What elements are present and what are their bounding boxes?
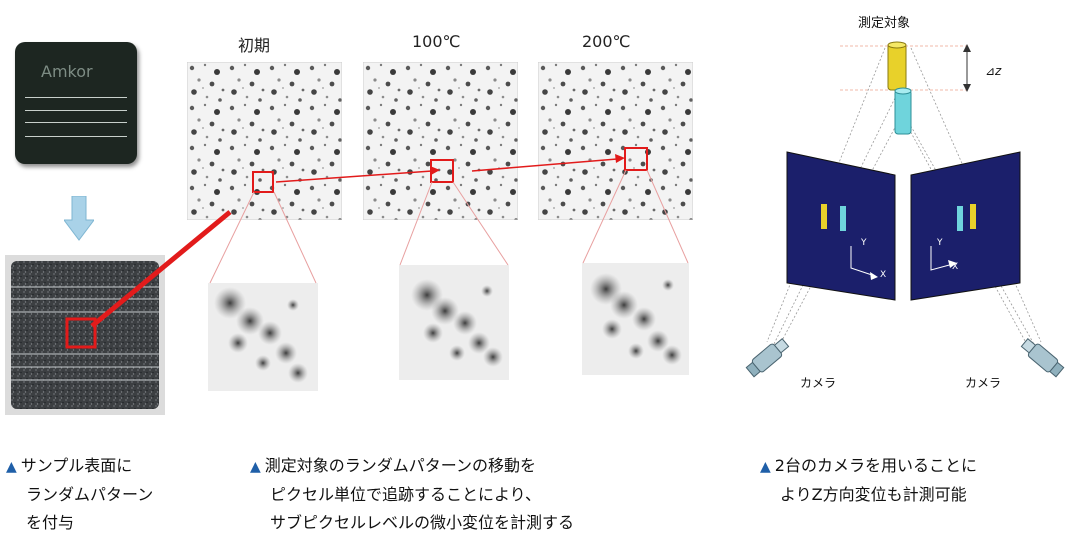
caption-left-line-2: ランダムパターン (26, 485, 154, 504)
axis-x-label-left: X (880, 270, 887, 280)
caption-text: サンプル表面に (20, 456, 133, 475)
caption-text: 2台のカメラを用いることに (774, 456, 977, 475)
camera-label-right: カメラ (965, 376, 1002, 390)
header-100c: 100℃ (412, 32, 461, 51)
caption-right-line-2: よりZ方向変位も計測可能 (780, 485, 967, 504)
header-initial: 初期 (238, 36, 271, 55)
caption-right-line-1: ▲ 2台のカメラを用いることに (760, 452, 977, 481)
zoom-image-200c (582, 263, 689, 375)
chip-photo-top: Amkor (15, 42, 137, 164)
chip-stripe (25, 122, 127, 123)
zoom-image-initial (208, 283, 318, 391)
target-label: 測定対象 (858, 16, 911, 31)
stereo-camera-diagram (745, 41, 1065, 378)
zoom-image-100c (399, 265, 509, 380)
triangle-marker-icon: ▲ (760, 459, 771, 475)
caption-left-line-3: を付与 (26, 513, 75, 532)
caption-middle-line-2: ピクセル単位で追跡することにより、 (270, 485, 542, 504)
camera-label-left: カメラ (800, 376, 837, 390)
caption-middle-line-3: サブピクセルレベルの微小変位を計測する (270, 513, 575, 532)
triangle-marker-icon: ▲ (250, 459, 261, 475)
caption-left: ▲ サンプル表面に ランダムパターン を付与 (6, 452, 153, 537)
caption-right: ▲ 2台のカメラを用いることに よりZ方向変位も計測可能 (760, 452, 977, 509)
caption-middle-line-1: ▲ 測定対象のランダムパターンの移動を (250, 452, 574, 481)
caption-middle: ▲ 測定対象のランダムパターンの移動を ピクセル単位で追跡することにより、 サブピ… (250, 452, 574, 537)
chip-stripe (25, 136, 127, 137)
triangle-marker-icon: ▲ (6, 459, 17, 475)
axis-y-label-right: Y (937, 238, 943, 248)
header-200c: 200℃ (582, 32, 631, 51)
chip-stripe (25, 97, 127, 98)
down-arrow-icon (64, 196, 94, 241)
speckle-image-100c (363, 62, 518, 220)
axis-y-label-left: Y (861, 238, 867, 248)
chip-stripe (25, 110, 127, 111)
axis-x-label-right: X (952, 262, 959, 272)
tracking-arrows (90, 154, 689, 328)
dz-label: ⊿z (985, 64, 1002, 78)
caption-text: 測定対象のランダムパターンの移動を (264, 456, 536, 475)
speckle-image-initial (187, 62, 342, 220)
chip-logo: Amkor (41, 62, 93, 81)
caption-left-line-1: ▲ サンプル表面に (6, 452, 153, 481)
